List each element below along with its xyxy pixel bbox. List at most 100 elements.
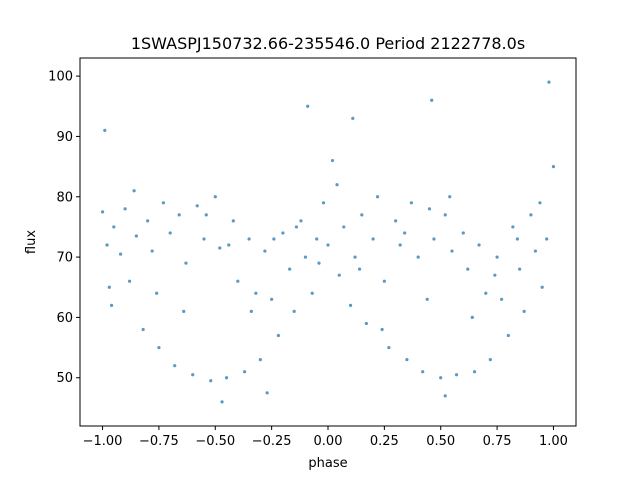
data-point	[168, 231, 172, 235]
data-point	[218, 246, 222, 250]
data-point	[123, 207, 127, 211]
data-point	[495, 255, 499, 259]
data-point	[209, 379, 213, 383]
data-point	[220, 400, 224, 404]
data-point	[182, 309, 186, 313]
y-axis: 50 60 70 80 90 100	[48, 70, 80, 386]
data-point	[551, 164, 556, 169]
data-point	[146, 219, 150, 223]
data-point	[511, 225, 515, 229]
data-point	[533, 249, 538, 253]
x-tick-label: 0.50	[426, 434, 455, 449]
data-point	[443, 394, 447, 398]
data-point	[294, 225, 299, 229]
y-tick-label: 100	[48, 70, 73, 85]
data-point	[353, 255, 357, 259]
data-point	[249, 309, 253, 313]
x-tick-label: 0.00	[314, 434, 343, 449]
data-point	[403, 231, 407, 235]
data-point	[317, 261, 321, 265]
data-point	[409, 201, 414, 205]
data-point	[466, 267, 470, 271]
data-point	[288, 267, 292, 271]
data-point	[337, 273, 341, 277]
data-point	[141, 327, 145, 332]
data-point	[184, 261, 188, 265]
data-point	[191, 373, 195, 377]
data-point	[439, 376, 443, 380]
x-tick-label: 0.75	[483, 434, 512, 449]
y-tick-label: 90	[56, 130, 73, 145]
data-point	[448, 195, 452, 199]
data-point	[518, 267, 522, 271]
x-tick-label: −1.00	[83, 434, 123, 449]
data-point	[376, 195, 380, 199]
data-point	[173, 364, 177, 368]
data-point	[371, 237, 375, 241]
data-point	[134, 234, 138, 238]
data-point	[247, 237, 251, 241]
data-point	[105, 243, 109, 247]
data-point	[450, 249, 454, 253]
data-point	[321, 201, 326, 205]
data-point	[107, 285, 111, 289]
data-point	[310, 291, 314, 295]
data-point	[500, 297, 504, 301]
data-point	[360, 213, 364, 217]
y-tick-label: 50	[56, 371, 73, 386]
x-tick-label: −0.25	[252, 434, 292, 449]
data-point	[351, 116, 355, 120]
data-point	[547, 80, 551, 84]
data-point	[382, 279, 386, 283]
data-point	[128, 279, 132, 283]
data-point	[155, 291, 159, 295]
data-point	[236, 279, 240, 283]
data-point	[157, 345, 161, 350]
data-point	[263, 249, 267, 253]
data-point	[493, 273, 497, 277]
data-point	[150, 249, 154, 253]
data-point	[405, 358, 409, 362]
data-point	[242, 370, 247, 374]
plot-area	[80, 58, 576, 426]
data-point	[470, 315, 474, 320]
chart-title: 1SWASPJ150732.66-235546.0 Period 2122778…	[131, 34, 525, 53]
data-point	[265, 391, 269, 395]
data-point	[421, 370, 425, 374]
data-point	[177, 213, 181, 217]
data-point	[326, 243, 330, 247]
data-point	[109, 303, 114, 307]
data-point	[472, 370, 477, 374]
data-point	[224, 376, 229, 380]
data-point	[430, 98, 434, 102]
data-point	[258, 358, 262, 362]
data-point	[315, 237, 319, 241]
data-point	[416, 255, 420, 259]
data-point	[364, 321, 368, 326]
data-point	[270, 297, 274, 301]
data-point	[387, 345, 391, 350]
data-point	[357, 267, 362, 271]
data-point	[515, 237, 519, 241]
data-point	[506, 333, 510, 338]
data-point	[348, 303, 353, 307]
data-point	[398, 243, 402, 247]
data-point	[303, 255, 308, 259]
data-point	[272, 237, 276, 241]
data-point	[477, 243, 481, 247]
data-point	[195, 204, 199, 208]
data-point	[299, 219, 303, 223]
data-point	[529, 213, 533, 217]
data-point	[394, 219, 398, 223]
data-point	[443, 213, 447, 217]
data-point	[281, 231, 285, 235]
data-point	[161, 201, 166, 205]
data-point	[227, 243, 231, 247]
data-point	[100, 210, 105, 214]
data-point	[538, 201, 542, 205]
data-point	[276, 333, 280, 338]
data-point	[202, 237, 206, 241]
x-tick-label: 1.00	[539, 434, 568, 449]
data-point	[454, 373, 459, 377]
